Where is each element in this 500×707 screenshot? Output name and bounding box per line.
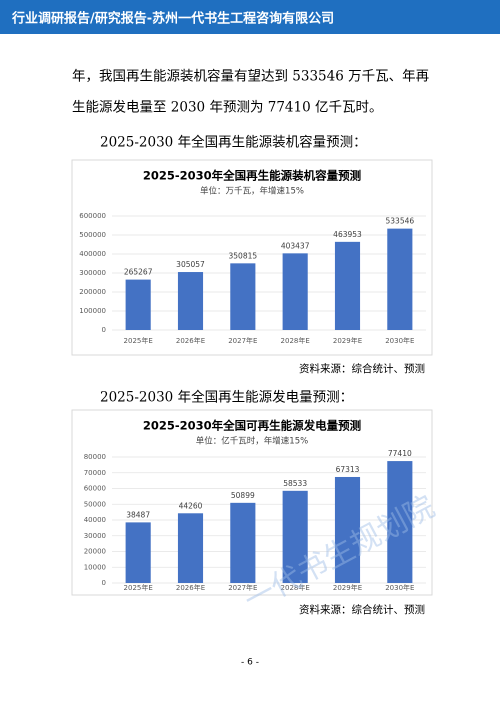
data-label: 305057: [176, 260, 205, 269]
data-label: 533546: [386, 217, 415, 226]
chart-subtitle: 单位：亿千瓦时，年增速15%: [196, 436, 308, 447]
y-tick-label: 200000: [79, 288, 106, 296]
bar: [177, 513, 204, 583]
bar: [230, 502, 256, 583]
x-tick-label: 2026年E: [176, 336, 205, 345]
x-tick-label: 2028年E: [281, 336, 310, 345]
data-label: 44260: [179, 501, 203, 510]
chart-title: 2025-2030年全国再生能源装机容量预测: [143, 169, 361, 183]
data-label: 403437: [281, 241, 310, 250]
y-tick-label: 70000: [84, 469, 106, 477]
y-tick-label: 500000: [79, 231, 106, 239]
y-tick-label: 300000: [79, 269, 106, 277]
data-label: 463953: [333, 230, 362, 239]
data-label: 50899: [231, 491, 255, 500]
y-tick-label: 100000: [79, 307, 106, 315]
y-tick-label: 40000: [84, 516, 106, 524]
bar: [177, 272, 204, 330]
source: 资料来源：综合统计、预测: [299, 603, 425, 616]
heading: 2025-2030 年全国再生能源装机容量预测：: [100, 134, 367, 151]
data-label: 265267: [124, 268, 153, 277]
paragraph-line: 生能源发电量至 2030 年预测为 77410 亿千瓦时。: [72, 100, 382, 116]
chart-subtitle: 单位：万千瓦，年增速15%: [200, 186, 304, 197]
y-tick-label: 0: [102, 326, 106, 334]
y-tick-label: 10000: [84, 563, 106, 571]
y-tick-label: 20000: [84, 548, 106, 556]
bar: [387, 461, 413, 583]
x-tick-label: 2025年E: [124, 336, 153, 345]
y-tick-label: 80000: [84, 453, 106, 461]
x-tick-label: 2026年E: [176, 583, 205, 592]
bar: [334, 241, 361, 330]
y-tick-label: 50000: [84, 500, 106, 508]
y-tick-label: 400000: [79, 250, 106, 258]
data-label: 67313: [336, 465, 360, 474]
x-tick-label: 2025年E: [124, 583, 153, 592]
data-label: 58533: [283, 479, 307, 488]
bar: [282, 253, 308, 330]
bar: [387, 228, 413, 330]
data-label: 350815: [229, 251, 258, 260]
chart-title: 2025-2030年全国可再生能源发电量预测: [143, 419, 361, 433]
y-tick-label: 0: [102, 579, 106, 587]
x-tick-label: 2030年E: [385, 336, 414, 345]
y-tick-label: 600000: [79, 212, 106, 220]
bar: [230, 263, 256, 330]
bar: [334, 476, 361, 583]
bar: [125, 522, 151, 583]
page-number: - 6 -: [241, 658, 259, 668]
x-tick-label: 2028年E: [281, 583, 310, 592]
x-tick-label: 2027年E: [228, 336, 257, 345]
x-tick-label: 2029年E: [333, 583, 362, 592]
y-tick-label: 60000: [84, 485, 106, 493]
y-tick-label: 30000: [84, 532, 106, 540]
header-band: [0, 0, 500, 34]
paragraph-line: 年，我国再生能源装机容量有望达到 533546 万千瓦、年再: [72, 68, 429, 85]
header-title: 行业调研报告/研究报告-苏州一代书生工程咨询有限公司: [11, 11, 334, 27]
data-label: 77410: [388, 449, 412, 458]
x-tick-label: 2030年E: [385, 583, 414, 592]
source: 资料来源：综合统计、预测: [299, 362, 425, 375]
heading: 2025-2030 年全国再生能源发电量预测：: [100, 389, 353, 406]
x-tick-label: 2029年E: [333, 336, 362, 345]
x-tick-label: 2027年E: [228, 583, 257, 592]
bar: [282, 490, 308, 583]
bar: [125, 279, 151, 330]
data-label: 38487: [126, 510, 150, 519]
